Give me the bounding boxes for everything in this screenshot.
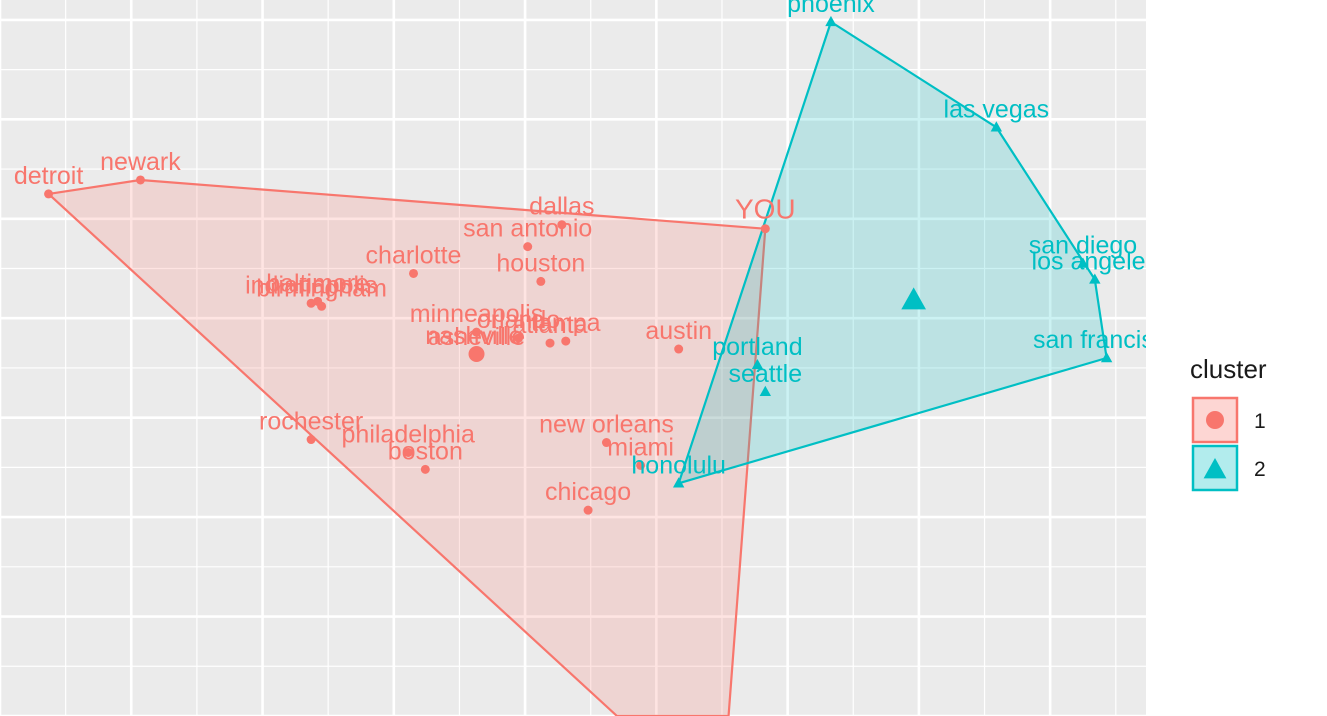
point-rochester — [306, 435, 316, 445]
point-label: boston — [388, 437, 463, 465]
point-label: nashville — [425, 322, 522, 350]
point-label: phoenix — [787, 0, 875, 18]
point-label: minneapolis — [410, 300, 543, 328]
point-label: orlando — [477, 306, 560, 334]
point-dallas — [557, 220, 567, 230]
point-newark — [135, 175, 145, 185]
point-label: austin — [645, 317, 712, 345]
point-label: YOU — [735, 194, 796, 225]
point-orlando — [514, 333, 524, 343]
point-label: indianapolis — [245, 271, 377, 299]
point-label: san diego — [1029, 232, 1137, 260]
point-houston — [536, 276, 546, 286]
point-label: miami — [607, 433, 674, 461]
point-seattle — [759, 385, 772, 397]
point-label: san antonio — [463, 215, 592, 243]
point-label: las vegas — [944, 95, 1050, 123]
point-new-orleans — [601, 438, 611, 448]
point-minneapolis — [472, 327, 482, 337]
point-label: philadelphia — [342, 420, 476, 448]
cluster-2-hull — [677, 20, 1108, 485]
point-label: rochester — [259, 408, 363, 436]
point-atlanta — [545, 338, 555, 348]
point-label: newark — [100, 148, 181, 176]
cluster-1-hull — [47, 178, 767, 716]
point-tampa — [561, 336, 571, 346]
point-honolulu — [672, 477, 685, 488]
point-san-diego — [1077, 257, 1089, 268]
point-label: charlotte — [366, 241, 462, 269]
point-miami — [636, 460, 646, 470]
legend-circle-icon — [1206, 411, 1224, 429]
point-las-vegas — [990, 121, 1003, 132]
point-label: birmingham — [256, 274, 387, 302]
point-asheville — [472, 350, 482, 360]
cluster-2-centroid — [901, 287, 926, 310]
point-portland — [751, 358, 764, 370]
legend-title: cluster — [1190, 354, 1267, 384]
point-label: portland — [712, 333, 802, 361]
point-label: dallas — [529, 193, 594, 221]
point-boston — [420, 464, 430, 474]
data-points — [44, 15, 1113, 515]
point-label: tampa — [531, 309, 601, 337]
point-label: los angeles — [1032, 247, 1158, 275]
point-philadelphia — [403, 447, 413, 457]
point-label: san francisco — [1033, 326, 1180, 354]
point-los-angeles — [1089, 273, 1101, 284]
point-label: detroit — [14, 162, 84, 190]
plot-panel — [0, 0, 1146, 716]
point-austin — [674, 344, 684, 354]
legend: cluster 12 — [1190, 354, 1267, 492]
point-san-antonio — [523, 242, 533, 252]
point-phoenix — [825, 15, 837, 27]
point-charlotte — [409, 268, 419, 278]
legend-label: 2 — [1254, 458, 1266, 481]
point-detroit — [44, 189, 54, 199]
point-birmingham — [317, 301, 327, 311]
point-chicago — [583, 505, 593, 515]
legend-entries: 12 — [1191, 396, 1266, 492]
point-label: atlanta — [512, 311, 587, 339]
point-label: houston — [496, 249, 585, 277]
point-label: honolulu — [631, 451, 726, 479]
point-you — [760, 224, 770, 234]
legend-label: 1 — [1254, 410, 1266, 433]
legend-triangle-icon — [1203, 458, 1227, 479]
point-label: seattle — [728, 360, 802, 388]
point-san-francisco — [1100, 352, 1113, 363]
point-label: chicago — [545, 478, 631, 506]
point-label: new orleans — [539, 411, 674, 439]
point-label: asheville — [428, 323, 525, 351]
cluster-hulls — [47, 20, 1108, 716]
point-label: baltimore — [266, 269, 369, 297]
